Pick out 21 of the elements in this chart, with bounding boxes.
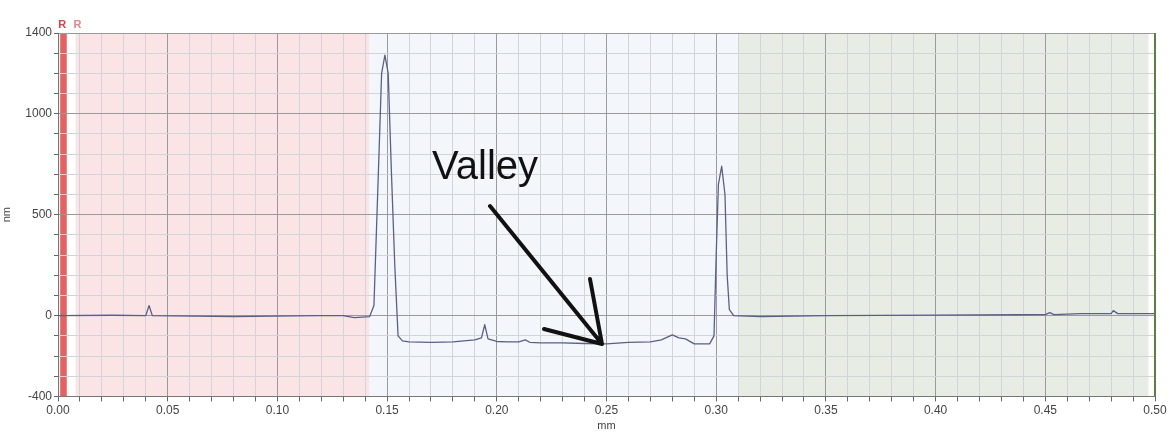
x-tick-label: 0.35 — [814, 402, 838, 417]
y-tick-label: 1400 — [25, 25, 53, 40]
x-tick-label: 0.25 — [594, 402, 619, 417]
y-tick-label: 500 — [31, 207, 53, 222]
x-axis-title: mm — [597, 419, 616, 432]
band-label: R — [58, 17, 67, 30]
x-tick-label: 0.50 — [1143, 402, 1167, 417]
x-tick-label: 0.20 — [485, 402, 509, 417]
y-axis-title: nm — [0, 207, 12, 223]
x-tick-label: 0.00 — [46, 402, 70, 417]
x-tick-label: 0.05 — [156, 402, 180, 417]
y-tick-label: -400 — [27, 388, 53, 403]
x-tick-label: 0.10 — [265, 402, 290, 417]
x-tick-label: 0.40 — [923, 402, 948, 417]
x-tick-label: 0.45 — [1033, 402, 1058, 417]
band-label: R — [73, 17, 82, 30]
x-tick-label: 0.15 — [375, 402, 400, 417]
y-tick-label: 1000 — [25, 106, 53, 121]
y-tick-label: 0 — [45, 307, 53, 322]
x-tick-label: 0.30 — [704, 402, 729, 417]
annotation: Valley — [432, 142, 539, 187]
